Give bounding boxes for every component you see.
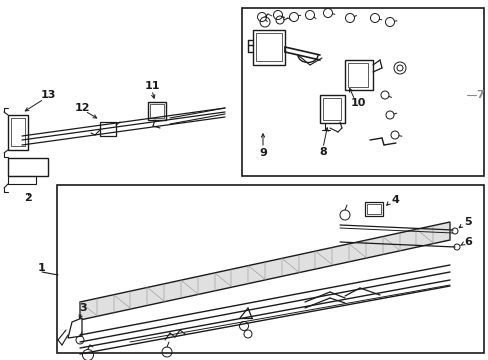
Text: 3: 3 [79, 303, 87, 313]
Bar [8, 115, 28, 150]
Bar [148, 102, 165, 120]
Bar [345, 60, 372, 90]
Bar [364, 202, 382, 216]
Bar [100, 122, 116, 136]
Bar [366, 204, 380, 214]
Text: 9: 9 [259, 148, 266, 158]
Text: 10: 10 [349, 98, 365, 108]
Text: 7: 7 [475, 90, 483, 100]
Bar [319, 95, 345, 123]
Text: 11: 11 [144, 81, 160, 91]
Polygon shape [68, 318, 82, 338]
Bar [242, 8, 483, 176]
Bar [8, 158, 48, 176]
Bar [252, 30, 285, 65]
Text: 8: 8 [319, 147, 326, 157]
Bar [11, 118, 25, 146]
Bar [323, 98, 340, 120]
Bar [347, 63, 367, 87]
Text: 13: 13 [40, 90, 56, 100]
Polygon shape [80, 222, 449, 320]
Text: 12: 12 [74, 103, 90, 113]
Text: 1: 1 [38, 263, 46, 273]
Text: 6: 6 [463, 237, 471, 247]
Bar [256, 33, 282, 61]
Bar [150, 104, 163, 118]
Bar [57, 185, 483, 353]
Text: 2: 2 [24, 193, 32, 203]
Bar [8, 176, 36, 184]
Text: 4: 4 [390, 195, 398, 205]
Text: 5: 5 [463, 217, 471, 227]
